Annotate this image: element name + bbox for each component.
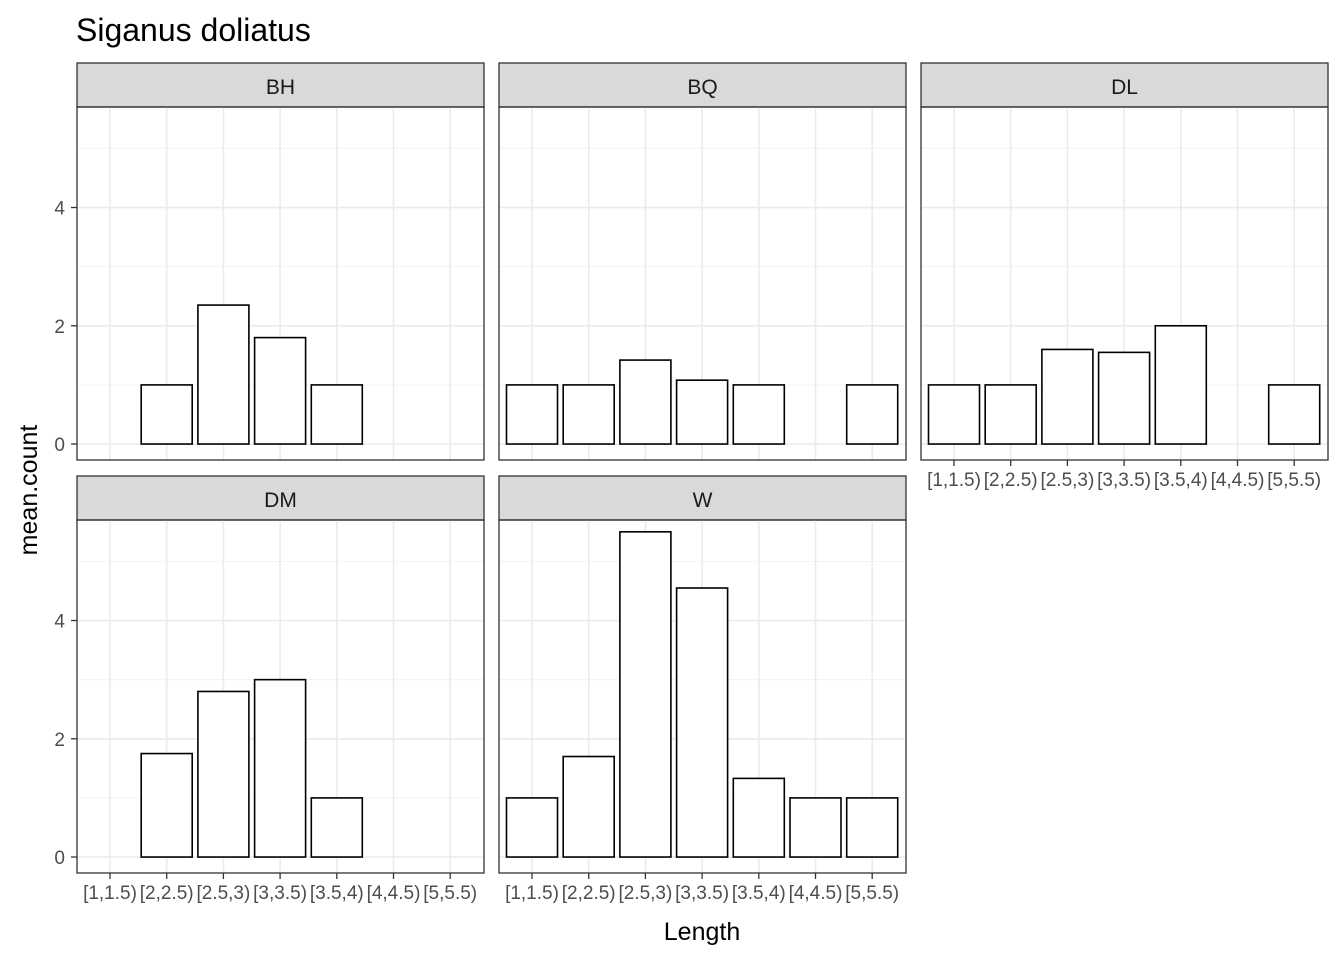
facet-strip-label: DM [264,489,297,512]
bar-dl-0 [927,384,981,445]
bar-w-5 [789,797,842,858]
bar-dl-4 [1154,324,1208,445]
x-tick-label: [2,2.5) [140,883,194,904]
facet-strip [920,62,1329,108]
panel-border [498,106,907,461]
facet-strip [498,475,907,521]
bar-w-2 [619,531,672,858]
panel-border [76,106,485,461]
facet-strip-label: DL [1111,76,1138,99]
x-tick-label: [3.5,4) [1154,470,1208,491]
x-tick-label: [2.5,3) [196,883,250,904]
bar-bh-4 [310,384,364,445]
panel-w: W [1,1.5) [2,2.5) [2.5,3) [3,3.5) [3.5,4) [4,4… [498,475,907,904]
bar-bh-3 [253,336,307,445]
bar-bq-3 [675,379,729,445]
bar-dl-3 [1097,351,1151,445]
panel-dl: DL [1,1.5) [2,2.5) [2.5,3) [3,3.5) [3.5,4) [4,… [920,62,1329,491]
facet-strip-label: BQ [687,76,717,99]
chart-title: Siganus doliatus [76,12,311,48]
y-tick-label: 4 [54,199,65,220]
bar-w-6 [845,797,899,858]
x-tick-label: [2,2.5) [984,470,1038,491]
x-tick-label: [5,5.5) [845,883,899,904]
y-tick-label: 2 [54,317,65,338]
x-tick-label: [2.5,3) [1040,470,1094,491]
bar-dm-3 [253,678,307,858]
bar-bq-2 [619,359,672,445]
y-tick-label: 0 [54,435,65,456]
panel-bq: BQ [498,62,907,461]
panel-bh: BH 0 2 4 [54,62,485,461]
bar-dm-1 [140,752,193,858]
x-tick-label: [5,5.5) [1267,470,1321,491]
x-axis-title: Length [664,918,740,946]
bar-bq-0 [505,384,559,445]
x-tick-label: [3.5,4) [732,883,786,904]
bar-dl-6 [1267,384,1321,445]
x-tick-label: [3,3.5) [253,883,307,904]
x-tick-label: [2,2.5) [562,883,616,904]
y-axis-title: mean.count [15,425,43,556]
facet-strip [498,62,907,108]
facet-strip-label: W [693,489,713,512]
y-tick-label: 2 [54,730,65,751]
x-tick-label: [2.5,3) [618,883,672,904]
x-tick-label: [1,1.5) [83,883,137,904]
facet-strip-label: BH [266,76,295,99]
x-tick-label: [4,4.5) [1211,470,1265,491]
x-tick-label: [4,4.5) [367,883,421,904]
facet-strip [76,62,485,108]
bar-w-4 [732,777,786,858]
x-tick-label: [3,3.5) [1097,470,1151,491]
bar-bq-1 [562,384,616,445]
bar-bh-1 [140,384,193,445]
panel-dm: DM 0 2 4 [1,1.5) [2,2.5) [2.5,3) [3,3.5) [3.5,4)… [54,475,485,904]
x-tick-label: [1,1.5) [505,883,559,904]
x-tick-label: [3,3.5) [675,883,729,904]
bar-w-0 [505,797,559,858]
bar-dl-2 [1041,348,1094,445]
bar-dl-1 [984,384,1038,445]
y-tick-label: 4 [54,612,65,633]
bar-bh-2 [197,304,250,445]
x-tick-label: [4,4.5) [789,883,843,904]
bar-dm-2 [197,690,250,858]
bar-w-3 [675,587,729,858]
bar-bq-6 [845,384,899,445]
x-tick-label: [1,1.5) [927,470,981,491]
x-tick-label: [5,5.5) [423,883,477,904]
bar-w-1 [562,755,616,858]
y-tick-label: 0 [54,848,65,869]
x-tick-label: [3.5,4) [310,883,364,904]
bar-dm-4 [310,797,364,858]
bar-bq-4 [732,384,786,445]
